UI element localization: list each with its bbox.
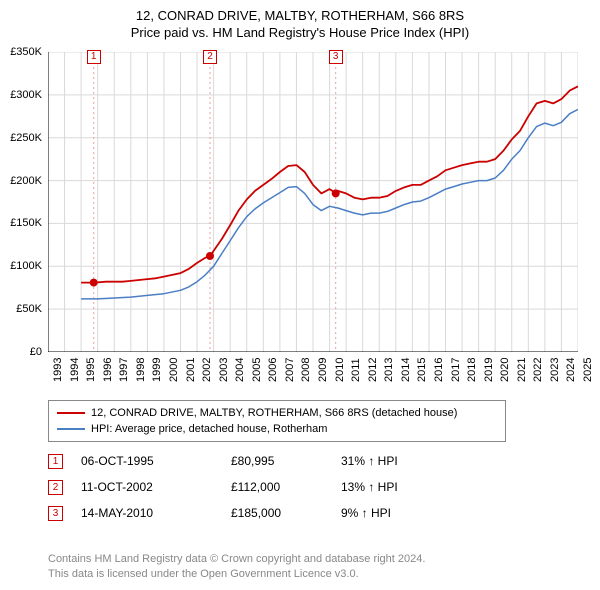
x-tick-label: 1995 — [85, 358, 97, 382]
x-tick-label: 2007 — [284, 358, 296, 382]
sale-number-box: 2 — [48, 480, 63, 495]
y-axis: £0£50K£100K£150K£200K£250K£300K£350K — [0, 52, 46, 352]
chart-svg — [48, 52, 578, 352]
sale-row: 3 14-MAY-2010£185,0009% ↑ HPI — [48, 500, 451, 526]
x-tick-label: 2000 — [168, 358, 180, 382]
y-tick-label: £0 — [30, 346, 42, 358]
x-tick-label: 2011 — [350, 358, 362, 382]
x-tick-label: 1996 — [102, 358, 114, 382]
sale-number-box: 3 — [48, 506, 63, 521]
legend-item: HPI: Average price, detached house, Roth… — [57, 421, 497, 437]
sale-date: 11-OCT-2002 — [81, 480, 231, 494]
sale-date: 06-OCT-1995 — [81, 454, 231, 468]
sales-table: 1 06-OCT-1995£80,99531% ↑ HPI 2 11-OCT-2002… — [48, 448, 451, 526]
legend-swatch — [57, 412, 85, 414]
sale-row: 1 06-OCT-1995£80,99531% ↑ HPI — [48, 448, 451, 474]
title-block: 12, CONRAD DRIVE, MALTBY, ROTHERHAM, S66… — [0, 0, 600, 40]
legend-label: HPI: Average price, detached house, Roth… — [91, 423, 327, 435]
chart-plot-area: 1 2 3 — [48, 52, 578, 380]
x-tick-label: 2012 — [367, 358, 379, 382]
sale-pct-hpi: 9% ↑ HPI — [341, 506, 451, 520]
x-tick-label: 2002 — [201, 358, 213, 382]
y-tick-label: £300K — [10, 89, 42, 101]
chart-container: 12, CONRAD DRIVE, MALTBY, ROTHERHAM, S66… — [0, 0, 600, 590]
x-tick-label: 1993 — [52, 358, 64, 382]
y-tick-label: £100K — [10, 260, 42, 272]
x-tick-label: 2009 — [317, 358, 329, 382]
x-tick-label: 1997 — [118, 358, 130, 382]
x-tick-label: 2008 — [300, 358, 312, 382]
x-tick-label: 2017 — [450, 358, 462, 382]
sale-price: £185,000 — [231, 506, 341, 520]
x-tick-label: 2001 — [185, 358, 197, 382]
sale-pct-hpi: 13% ↑ HPI — [341, 480, 451, 494]
x-tick-label: 2010 — [334, 358, 346, 382]
chart-subtitle: Price paid vs. HM Land Registry's House … — [0, 25, 600, 40]
x-tick-label: 2021 — [516, 358, 528, 382]
footer-line1: Contains HM Land Registry data © Crown c… — [48, 552, 425, 567]
footer-line2: This data is licensed under the Open Gov… — [48, 567, 425, 582]
sale-row: 2 11-OCT-2002£112,00013% ↑ HPI — [48, 474, 451, 500]
x-tick-label: 2016 — [433, 358, 445, 382]
y-tick-label: £200K — [10, 175, 42, 187]
x-tick-label: 1994 — [69, 358, 81, 382]
y-tick-label: £250K — [10, 132, 42, 144]
legend-label: 12, CONRAD DRIVE, MALTBY, ROTHERHAM, S66… — [91, 407, 457, 419]
sale-marker-box: 2 — [203, 50, 217, 64]
x-tick-label: 2014 — [400, 358, 412, 382]
x-tick-label: 1998 — [135, 358, 147, 382]
sale-marker-box: 3 — [329, 50, 343, 64]
x-tick-label: 2013 — [383, 358, 395, 382]
x-tick-label: 2018 — [466, 358, 478, 382]
sale-number-box: 1 — [48, 454, 63, 469]
x-tick-label: 2006 — [267, 358, 279, 382]
y-tick-label: £50K — [16, 303, 42, 315]
sale-price: £80,995 — [231, 454, 341, 468]
sale-price: £112,000 — [231, 480, 341, 494]
x-tick-label: 2023 — [549, 358, 561, 382]
x-tick-label: 2022 — [532, 358, 544, 382]
y-tick-label: £150K — [10, 217, 42, 229]
x-tick-label: 2024 — [565, 358, 577, 382]
x-axis: 1993 1994 1995 1996 1997 1998 1999 2000 2001 2002… — [48, 356, 578, 396]
legend-swatch — [57, 428, 85, 430]
x-tick-label: 2019 — [483, 358, 495, 382]
sale-pct-hpi: 31% ↑ HPI — [341, 454, 451, 468]
footer-attribution: Contains HM Land Registry data © Crown c… — [48, 552, 425, 582]
x-tick-label: 2003 — [218, 358, 230, 382]
legend-item: 12, CONRAD DRIVE, MALTBY, ROTHERHAM, S66… — [57, 405, 497, 421]
x-tick-label: 1999 — [151, 358, 163, 382]
sale-date: 14-MAY-2010 — [81, 506, 231, 520]
sale-marker-box: 1 — [87, 50, 101, 64]
x-tick-label: 2020 — [499, 358, 511, 382]
legend: 12, CONRAD DRIVE, MALTBY, ROTHERHAM, S66… — [48, 400, 506, 442]
chart-title-address: 12, CONRAD DRIVE, MALTBY, ROTHERHAM, S66… — [0, 8, 600, 23]
x-tick-label: 2004 — [234, 358, 246, 382]
x-tick-label: 2015 — [416, 358, 428, 382]
x-tick-label: 2025 — [582, 358, 594, 382]
x-tick-label: 2005 — [251, 358, 263, 382]
y-tick-label: £350K — [10, 46, 42, 58]
